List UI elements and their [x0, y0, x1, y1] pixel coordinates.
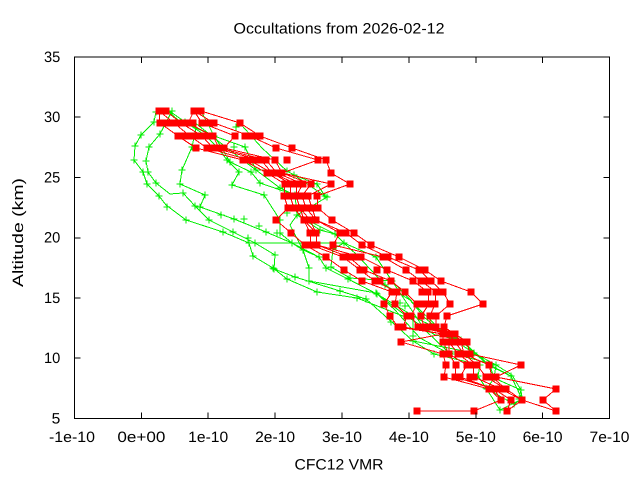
svg-text:30: 30 [44, 109, 60, 126]
svg-text:Altitude (km): Altitude (km) [10, 178, 27, 287]
svg-text:7e-10: 7e-10 [590, 429, 630, 446]
svg-text:1e-10: 1e-10 [188, 429, 228, 446]
svg-text:20: 20 [44, 230, 60, 247]
svg-text:25: 25 [44, 169, 60, 186]
svg-text:3e-10: 3e-10 [322, 429, 362, 446]
svg-text:35: 35 [44, 49, 60, 66]
svg-text:CFC12 VMR: CFC12 VMR [295, 457, 384, 474]
svg-text:5: 5 [52, 410, 61, 427]
svg-text:-1e-10: -1e-10 [49, 429, 95, 446]
svg-text:4e-10: 4e-10 [389, 429, 429, 446]
svg-text:0e+00: 0e+00 [117, 429, 165, 446]
svg-text:6e-10: 6e-10 [523, 429, 563, 446]
svg-text:Occultations from 2026-02-12: Occultations from 2026-02-12 [234, 21, 445, 38]
svg-text:2e-10: 2e-10 [255, 429, 295, 446]
svg-text:5e-10: 5e-10 [456, 429, 496, 446]
svg-text:15: 15 [44, 290, 60, 307]
svg-text:10: 10 [44, 350, 60, 367]
